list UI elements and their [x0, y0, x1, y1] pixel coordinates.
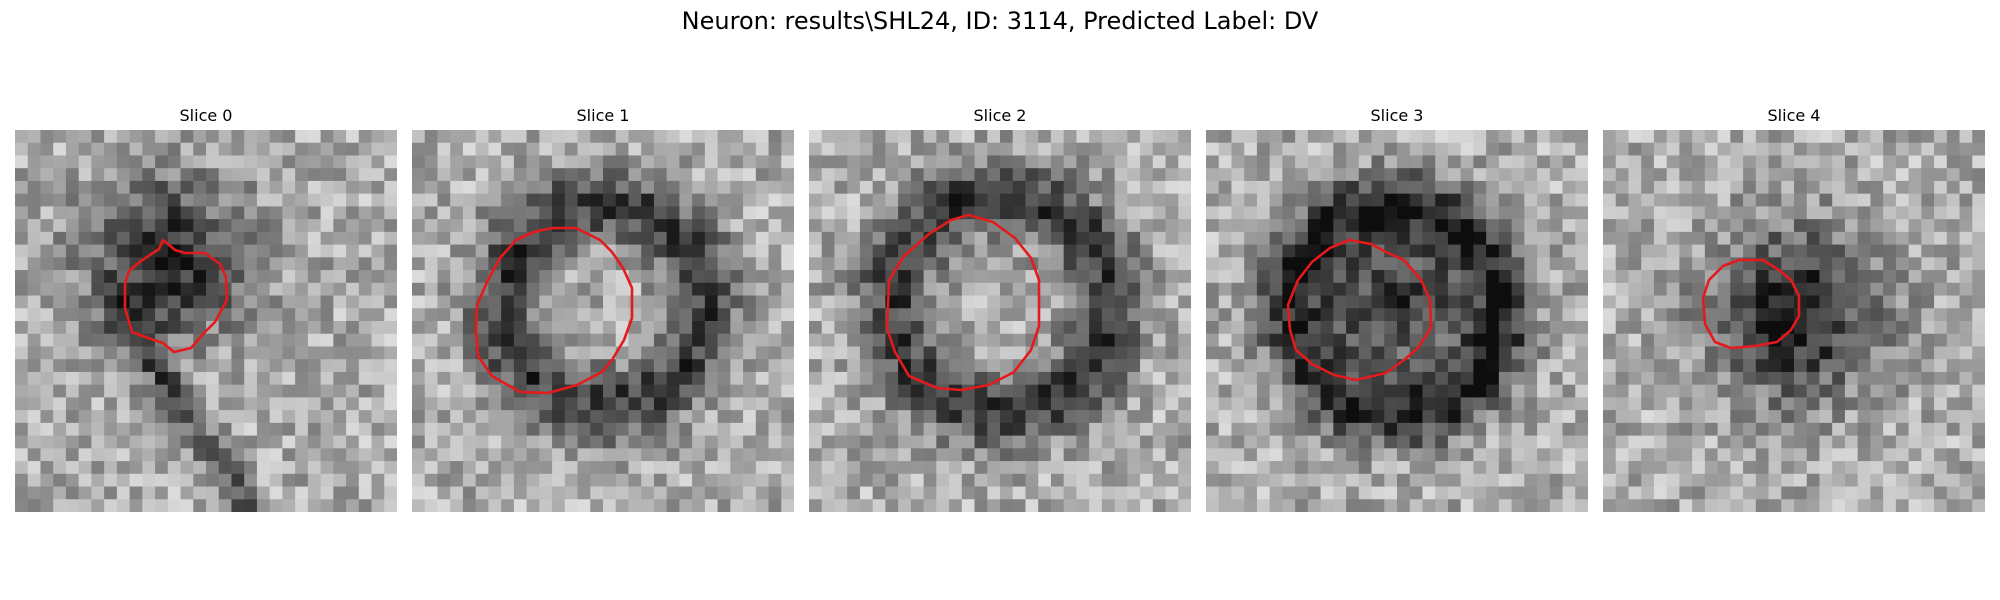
slice-title: Slice 0: [179, 106, 233, 125]
figure-title: Neuron: results\SHL24, ID: 3114, Predict…: [681, 7, 1319, 35]
slice-panel-4: Slice 4: [1603, 106, 1985, 512]
neuron-contour: [474, 226, 634, 395]
slice-panel-1: Slice 1: [412, 106, 794, 512]
slice-panel-3: Slice 3: [1206, 106, 1588, 512]
slice-image-2: [809, 130, 1191, 512]
slice-title: Slice 3: [1370, 106, 1424, 125]
slice-title: Slice 2: [973, 106, 1027, 125]
slice-panel-2: Slice 2: [809, 106, 1191, 512]
neuron-contour: [1286, 238, 1433, 382]
slice-panel-0: Slice 0: [15, 106, 397, 512]
slice-image-1: [412, 130, 794, 512]
slice-image-0: [15, 130, 397, 512]
neuron-contour: [123, 238, 229, 354]
neuron-contour: [1701, 258, 1801, 350]
slice-image-4: [1603, 130, 1985, 512]
neuron-contour: [885, 213, 1041, 392]
slice-title: Slice 4: [1767, 106, 1821, 125]
slice-image-3: [1206, 130, 1588, 512]
slice-title: Slice 1: [576, 106, 630, 125]
